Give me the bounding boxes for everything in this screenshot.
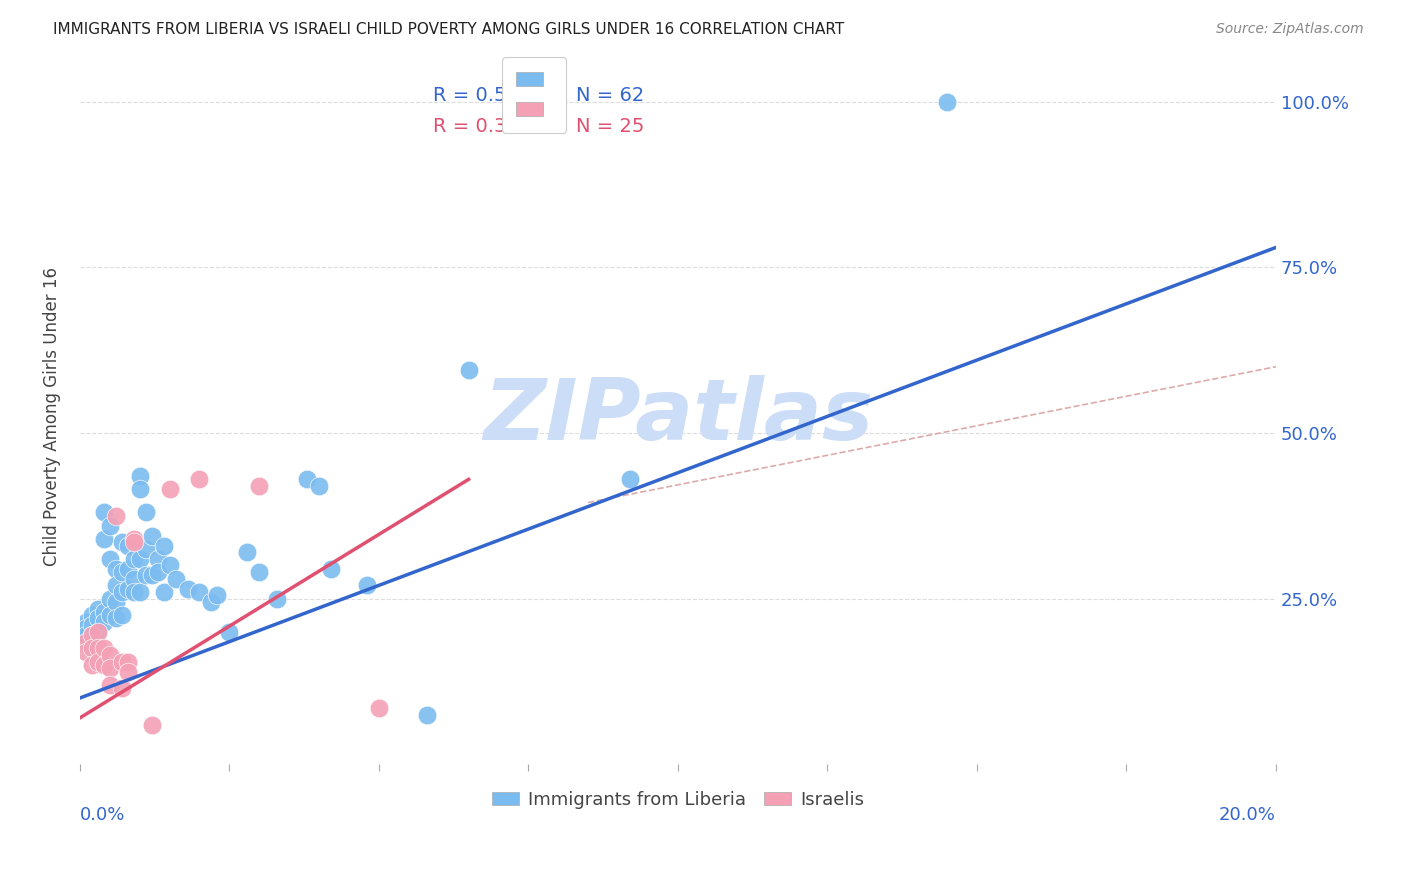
Point (104, 562, 127, 576)
Point (87, 655, 110, 669)
Point (135, 568, 157, 582)
Legend: Immigrants from Liberia, Israelis: Immigrants from Liberia, Israelis (482, 781, 873, 818)
Point (111, 608, 134, 623)
Point (75, 645, 97, 659)
Text: R = 0.582: R = 0.582 (433, 86, 531, 105)
Point (141, 529, 163, 543)
Point (135, 541, 157, 556)
Point (122, 552, 145, 566)
Point (236, 545, 259, 559)
Point (122, 572, 145, 586)
Point (87, 611, 110, 625)
Point (98, 591, 121, 606)
Point (80, 628, 103, 642)
Point (87, 641, 110, 656)
Point (367, 701, 389, 715)
Point (80, 657, 103, 672)
Point (188, 585, 211, 599)
Point (619, 472, 641, 486)
Point (93, 605, 115, 619)
Point (117, 539, 139, 553)
Point (247, 565, 270, 579)
Text: N = 25: N = 25 (576, 117, 644, 136)
Point (122, 535, 145, 549)
Point (128, 552, 150, 566)
Point (104, 578, 127, 592)
Point (104, 508, 127, 523)
Point (93, 657, 115, 672)
Text: 20.0%: 20.0% (1219, 806, 1277, 824)
Text: 0.0%: 0.0% (80, 806, 125, 824)
Point (207, 588, 229, 602)
Point (159, 483, 181, 497)
Point (356, 578, 378, 592)
Point (128, 483, 150, 497)
Point (111, 565, 134, 579)
Point (117, 562, 139, 576)
Point (117, 665, 139, 679)
Point (75, 622, 97, 636)
Point (98, 608, 121, 623)
Point (319, 562, 342, 576)
Point (165, 572, 187, 586)
Point (87, 601, 110, 615)
Text: ZIPatlas: ZIPatlas (482, 375, 873, 458)
Point (98, 552, 121, 566)
Point (117, 582, 139, 596)
Point (111, 535, 134, 549)
Point (122, 532, 145, 546)
Point (159, 558, 181, 573)
Point (295, 472, 318, 486)
Point (111, 585, 134, 599)
Point (98, 661, 121, 675)
Point (111, 681, 134, 695)
Point (128, 469, 150, 483)
Point (152, 585, 174, 599)
Point (266, 591, 288, 606)
Text: N = 62: N = 62 (576, 86, 644, 105)
Point (104, 595, 127, 609)
Point (135, 506, 157, 520)
Point (128, 585, 150, 599)
Point (75, 615, 97, 629)
Point (247, 479, 270, 493)
Point (80, 628, 103, 642)
Point (87, 624, 110, 639)
Point (93, 506, 115, 520)
Point (936, 95, 959, 109)
Point (93, 641, 115, 656)
Point (146, 565, 169, 579)
Point (117, 655, 139, 669)
Point (122, 585, 145, 599)
Point (98, 648, 121, 662)
Point (98, 518, 121, 533)
Point (141, 717, 163, 731)
Point (104, 611, 127, 625)
Point (146, 552, 169, 566)
Point (141, 568, 163, 582)
Point (176, 582, 198, 596)
Point (200, 595, 222, 609)
Point (188, 472, 211, 486)
Text: R = 0.396: R = 0.396 (433, 117, 531, 136)
Point (75, 634, 97, 648)
Point (416, 707, 439, 722)
Point (98, 678, 121, 692)
Point (80, 641, 103, 656)
Point (75, 628, 97, 642)
Point (152, 539, 174, 553)
Text: Source: ZipAtlas.com: Source: ZipAtlas.com (1216, 22, 1364, 37)
Point (80, 618, 103, 632)
Point (308, 479, 330, 493)
Point (80, 608, 103, 623)
Point (218, 624, 240, 639)
Point (93, 615, 115, 629)
Text: IMMIGRANTS FROM LIBERIA VS ISRAELI CHILD POVERTY AMONG GIRLS UNDER 16 CORRELATIO: IMMIGRANTS FROM LIBERIA VS ISRAELI CHILD… (53, 22, 845, 37)
Point (457, 363, 479, 377)
Point (93, 532, 115, 546)
Point (111, 655, 134, 669)
Point (87, 624, 110, 639)
Y-axis label: Child Poverty Among Girls Under 16: Child Poverty Among Girls Under 16 (44, 267, 60, 566)
